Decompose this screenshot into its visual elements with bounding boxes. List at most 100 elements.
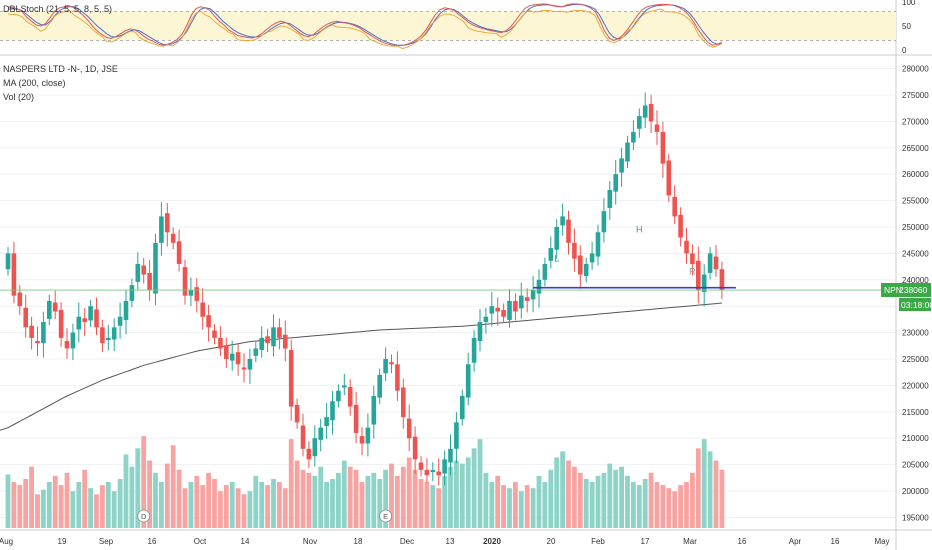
- candle-body[interactable]: [465, 364, 471, 398]
- candle-body[interactable]: [306, 448, 312, 460]
- candle-body[interactable]: [572, 242, 577, 259]
- candle-body[interactable]: [690, 253, 695, 264]
- candle-body[interactable]: [524, 297, 530, 301]
- candle-body[interactable]: [548, 248, 554, 261]
- candle-body[interactable]: [501, 309, 506, 317]
- candle-body[interactable]: [654, 124, 660, 132]
- candle-body[interactable]: [129, 285, 135, 301]
- candle-body[interactable]: [554, 226, 559, 250]
- candle-body[interactable]: [631, 131, 636, 143]
- candle-body[interactable]: [454, 422, 459, 449]
- candle-body[interactable]: [507, 300, 512, 320]
- candle-body[interactable]: [395, 364, 400, 391]
- candle-body[interactable]: [713, 256, 719, 270]
- candle-body[interactable]: [389, 362, 394, 365]
- candle-body[interactable]: [64, 341, 70, 349]
- candle-body[interactable]: [424, 469, 430, 476]
- candle-body[interactable]: [111, 327, 117, 340]
- candle-body[interactable]: [165, 213, 170, 233]
- candle-body[interactable]: [359, 436, 365, 444]
- candle-body[interactable]: [377, 374, 382, 398]
- candle-body[interactable]: [330, 401, 335, 421]
- candle-body[interactable]: [70, 332, 76, 349]
- candle-body[interactable]: [300, 425, 306, 449]
- candle-body[interactable]: [353, 404, 359, 433]
- candle-body[interactable]: [206, 315, 211, 328]
- price-axis[interactable]: 195000 200000 205000 210000 215000 220000 2250…: [902, 65, 929, 523]
- candle-body[interactable]: [489, 306, 495, 314]
- candle-body[interactable]: [678, 214, 683, 238]
- candle-body[interactable]: [235, 352, 241, 365]
- candle-body[interactable]: [58, 309, 64, 338]
- candle-body[interactable]: [347, 387, 353, 407]
- candle-body[interactable]: [536, 279, 542, 294]
- candle-body[interactable]: [530, 290, 536, 300]
- candle-body[interactable]: [578, 255, 583, 275]
- candle-body[interactable]: [412, 436, 418, 460]
- candle-body[interactable]: [200, 302, 205, 317]
- candle-body[interactable]: [589, 253, 595, 263]
- time-axis[interactable]: Aug 19 Sep 16 Oct 14 Nov 18 Dec 13 2020 20 Feb 17 Mar 1…: [0, 537, 890, 546]
- candle-body[interactable]: [153, 242, 158, 294]
- candle-body[interactable]: [35, 341, 40, 344]
- candle-body[interactable]: [176, 241, 182, 264]
- candle-body[interactable]: [141, 265, 146, 275]
- candle-body[interactable]: [566, 219, 571, 243]
- candle-body[interactable]: [418, 462, 424, 470]
- candle-body[interactable]: [88, 306, 93, 321]
- candle-body[interactable]: [271, 327, 276, 347]
- candle-body[interactable]: [684, 240, 689, 254]
- candle-body[interactable]: [495, 307, 500, 312]
- candle-body[interactable]: [660, 131, 666, 164]
- candle-body[interactable]: [5, 253, 11, 270]
- candle-body[interactable]: [607, 190, 613, 208]
- candle-body[interactable]: [253, 348, 259, 356]
- candle-body[interactable]: [123, 300, 129, 320]
- candle-body[interactable]: [265, 336, 270, 344]
- candle-body[interactable]: [696, 260, 701, 291]
- candle-body[interactable]: [17, 292, 23, 307]
- event-badge[interactable]: [379, 509, 393, 523]
- candle-body[interactable]: [619, 158, 624, 173]
- candle-body[interactable]: [613, 174, 618, 192]
- candle-body[interactable]: [247, 359, 253, 370]
- candle-body[interactable]: [436, 471, 441, 476]
- candle-body[interactable]: [365, 427, 371, 444]
- candle-body[interactable]: [41, 322, 46, 344]
- candle-body[interactable]: [188, 290, 194, 296]
- candle-body[interactable]: [460, 395, 465, 420]
- candle-body[interactable]: [218, 337, 223, 349]
- candle-body[interactable]: [170, 233, 176, 243]
- candle-body[interactable]: [82, 318, 87, 323]
- candle-body[interactable]: [371, 395, 377, 425]
- candle-body[interactable]: [117, 316, 123, 326]
- candle-body[interactable]: [318, 427, 323, 440]
- candle-body[interactable]: [637, 116, 642, 129]
- candle-body[interactable]: [147, 272, 152, 291]
- candle-body[interactable]: [11, 253, 17, 296]
- candle-body[interactable]: [519, 295, 524, 309]
- candle-body[interactable]: [336, 390, 341, 402]
- candle-body[interactable]: [224, 345, 229, 360]
- candle-body[interactable]: [406, 418, 412, 439]
- candle-body[interactable]: [277, 327, 282, 338]
- candle-body[interactable]: [666, 160, 672, 196]
- candle-body[interactable]: [52, 302, 58, 312]
- candle-body[interactable]: [135, 263, 141, 282]
- candle-body[interactable]: [294, 404, 300, 423]
- candle-body[interactable]: [342, 385, 347, 388]
- candle-body[interactable]: [560, 216, 565, 226]
- candle-body[interactable]: [259, 337, 264, 351]
- candle-body[interactable]: [159, 216, 164, 243]
- candle-body[interactable]: [707, 253, 713, 273]
- candle-body[interactable]: [583, 263, 589, 277]
- event-badge[interactable]: [137, 509, 151, 523]
- candle-body[interactable]: [283, 334, 288, 349]
- candle-body[interactable]: [448, 448, 453, 463]
- candle-body[interactable]: [601, 211, 607, 233]
- candle-body[interactable]: [471, 337, 477, 363]
- candle-body[interactable]: [182, 267, 188, 296]
- candle-body[interactable]: [229, 353, 235, 361]
- candle-body[interactable]: [648, 103, 654, 122]
